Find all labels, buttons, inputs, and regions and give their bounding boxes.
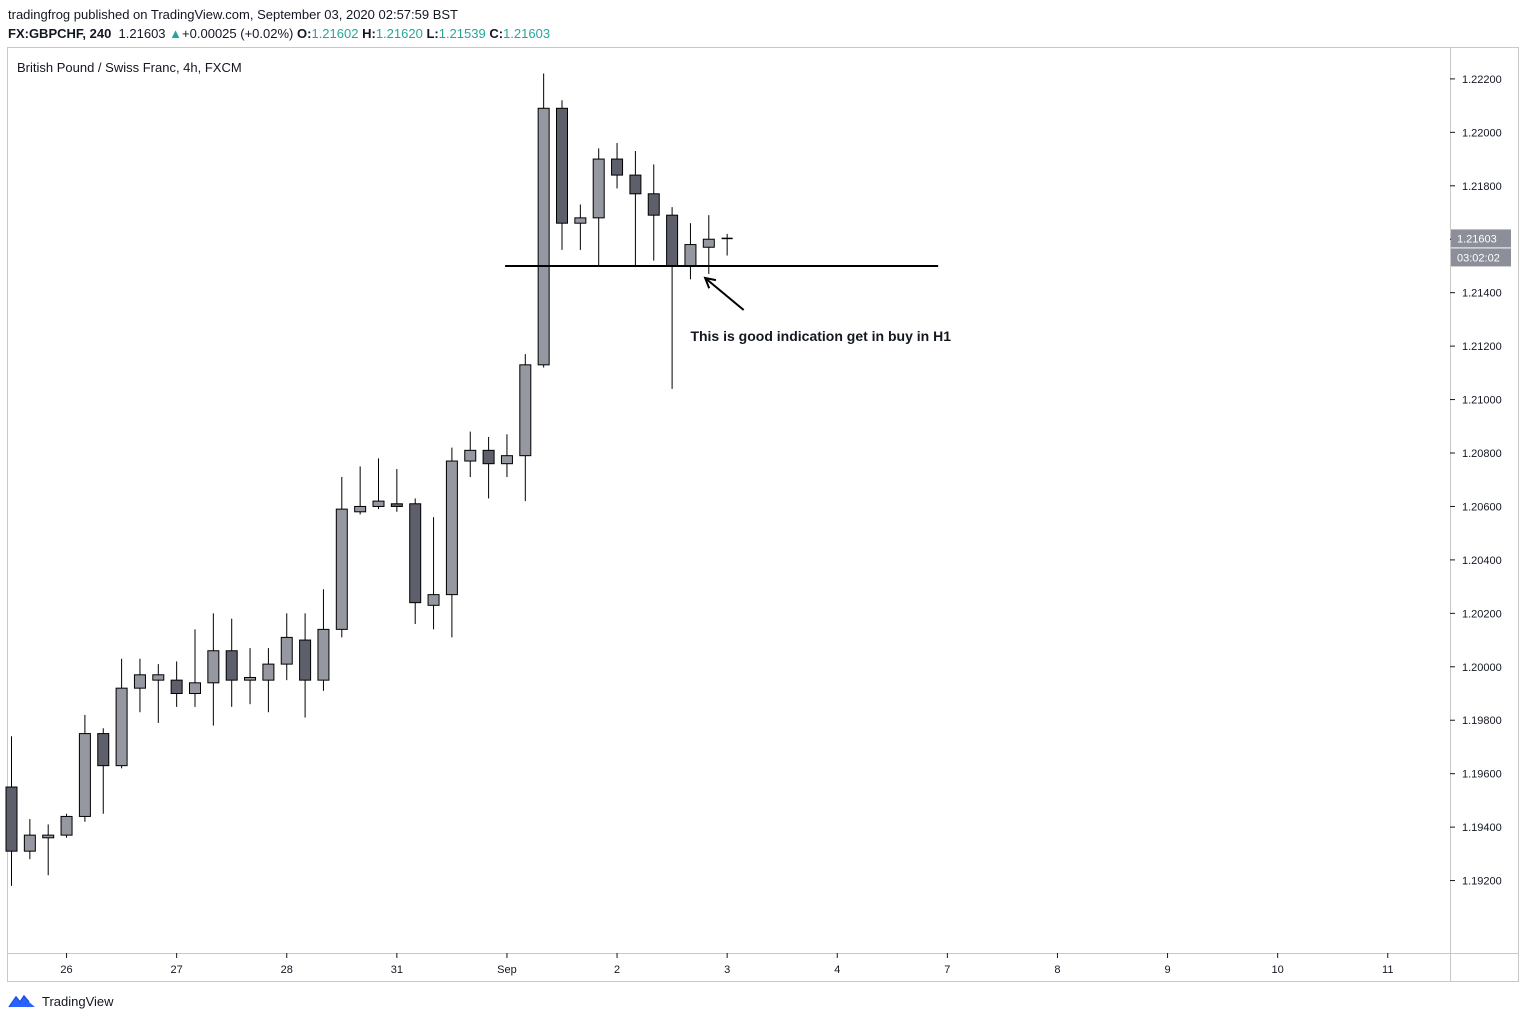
y-tick-label: 1.20200: [1462, 608, 1502, 620]
tradingview-logo-icon: [8, 994, 35, 1008]
y-tick-label: 1.21200: [1462, 341, 1502, 353]
x-tick-label: 2: [614, 964, 620, 976]
candle-body: [78, 733, 91, 817]
x-tick-label: 3: [724, 964, 730, 976]
candle-body: [519, 364, 532, 457]
price-change: +0.00025: [182, 26, 237, 41]
candle-body: [409, 503, 422, 604]
candle-body: [299, 639, 312, 681]
x-tick-label: Sep: [497, 964, 517, 976]
candle-body: [262, 663, 275, 681]
y-tick-label: 1.22000: [1462, 127, 1502, 139]
symbol-info-line: FX:GBPCHF, 240 1.21603 ▲+0.00025 (+0.02%…: [8, 24, 550, 43]
candle-body: [482, 449, 495, 465]
close-label: C:: [489, 26, 504, 41]
y-tick-label: 1.19200: [1462, 876, 1502, 888]
candle-body: [152, 674, 165, 681]
x-tick-label: 11: [1382, 964, 1393, 976]
candle-body: [60, 815, 73, 836]
open-value: 1.21602: [311, 26, 359, 41]
candle-body: [574, 217, 587, 224]
symbol-name: FX:GBPCHF, 240: [8, 26, 112, 41]
candle-body: [42, 834, 55, 839]
x-tick-label: 28: [281, 964, 293, 976]
candle-body: [500, 455, 513, 465]
candle-body: [189, 682, 201, 695]
price-change-pct: (+0.02%): [240, 26, 294, 41]
candle-body: [666, 214, 679, 267]
annotation-text: This is good indication get in buy in H1: [690, 328, 951, 344]
candle-body: [115, 687, 128, 767]
candle-body: [537, 107, 550, 366]
candle-body: [354, 505, 367, 513]
candle-body: [390, 503, 403, 507]
last-price-tag: [1451, 229, 1511, 248]
candle-body: [647, 193, 660, 216]
candle-body: [702, 238, 715, 248]
candle-body: [427, 594, 440, 606]
candle-body: [244, 676, 257, 681]
x-tick-label: 31: [391, 964, 403, 976]
candle-body: [372, 500, 385, 507]
candle-body: [23, 834, 36, 852]
candle-body: [5, 786, 18, 852]
candle-body: [464, 449, 477, 462]
y-tick-label: 1.20600: [1462, 501, 1502, 513]
candle-body: [207, 650, 220, 684]
chart-header: tradingfrog published on TradingView.com…: [8, 5, 550, 43]
y-tick-label: 1.20000: [1462, 662, 1502, 674]
y-tick-label: 1.19600: [1462, 769, 1502, 781]
x-tick-label: 26: [60, 964, 72, 976]
candle-body: [335, 508, 348, 630]
countdown-label: 03:02:02: [1457, 252, 1500, 264]
y-tick-label: 1.21400: [1462, 288, 1502, 300]
countdown-tag: [1451, 248, 1511, 267]
y-tick-label: 1.21800: [1462, 181, 1502, 193]
candle-body: [317, 628, 330, 681]
y-tick-label: 1.20800: [1462, 448, 1502, 460]
last-price: 1.21603: [118, 26, 166, 41]
low-label: L:: [426, 26, 439, 41]
candle-body: [170, 679, 183, 695]
candle-body: [97, 733, 110, 767]
x-tick-label: 4: [834, 964, 840, 976]
annotation-arrow-shaft: [704, 277, 745, 311]
change-arrow-icon: ▲: [169, 26, 183, 41]
candle-body: [133, 674, 146, 689]
high-value: 1.21620: [375, 26, 423, 41]
candle-body: [280, 636, 293, 665]
tradingview-brand: TradingView: [42, 993, 114, 1009]
close-value: 1.21603: [503, 26, 551, 41]
y-tick-label: 1.19800: [1462, 715, 1502, 727]
annotation-arrow-head-icon: [703, 276, 717, 289]
y-tick-label: 1.21000: [1462, 395, 1502, 407]
candle-body: [445, 460, 458, 596]
chart-frame: [7, 47, 1519, 982]
pane-title: British Pound / Swiss Franc, 4h, FXCM: [17, 60, 242, 75]
y-tick-label: 1.19400: [1462, 822, 1502, 834]
candle-body: [684, 244, 697, 267]
y-tick-label: 1.20400: [1462, 555, 1502, 567]
last-price-label: 1.21603: [1457, 233, 1497, 245]
candle-body: [556, 107, 568, 224]
candle-body: [225, 650, 238, 681]
x-tick-label: 9: [1164, 964, 1170, 976]
open-label: O:: [297, 26, 312, 41]
candle-body: [592, 158, 605, 219]
y-tick-label: 1.22200: [1462, 74, 1502, 86]
low-value: 1.21539: [438, 26, 486, 41]
publish-info: tradingfrog published on TradingView.com…: [8, 7, 458, 22]
x-tick-label: 10: [1272, 964, 1284, 976]
candle-body: [629, 174, 642, 195]
footer: TradingView: [8, 993, 114, 1009]
x-tick-label: 7: [944, 964, 950, 976]
x-tick-label: 27: [171, 964, 183, 976]
candle-body: [611, 158, 624, 176]
x-tick-label: 8: [1054, 964, 1060, 976]
high-label: H:: [362, 26, 376, 41]
